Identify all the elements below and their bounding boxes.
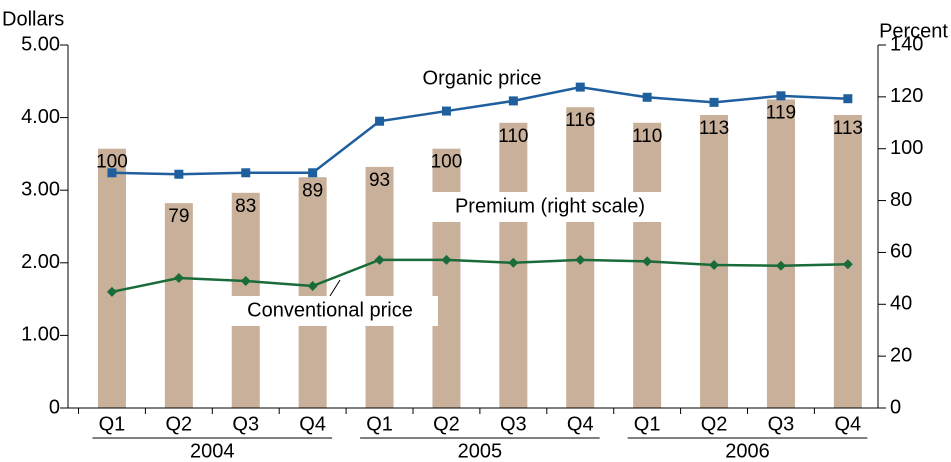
x-tick-label: Q1: [634, 413, 661, 435]
y2-tick-label: 40: [890, 293, 912, 315]
data-label: 110: [498, 126, 528, 147]
y2-axis-title: Percent: [879, 20, 948, 42]
bar: [432, 148, 461, 408]
marker: [240, 275, 251, 286]
bar: [766, 99, 795, 408]
data-label: 119: [766, 102, 796, 123]
x-tick-label: Q2: [433, 413, 460, 435]
y-axis-title: Dollars: [2, 8, 64, 30]
marker: [375, 116, 385, 126]
marker: [709, 259, 720, 270]
bar: [164, 203, 193, 408]
group-label: 2006: [725, 440, 770, 462]
marker: [106, 286, 117, 297]
x-tick-label: Q1: [366, 413, 393, 435]
leader-line: [329, 279, 341, 297]
y-tick-label: 2.00: [21, 251, 60, 273]
y2-tick-label: 60: [890, 241, 912, 263]
x-tick-label: Q2: [166, 413, 193, 435]
data-label: 79: [168, 206, 189, 227]
x-tick-label: Q2: [701, 413, 728, 435]
y2-tick-label: 100: [890, 137, 923, 159]
data-label: 116: [565, 110, 595, 131]
marker: [441, 106, 451, 116]
marker: [174, 169, 184, 179]
marker: [307, 281, 318, 292]
series-label: Conventional price: [247, 299, 413, 321]
marker: [374, 254, 385, 265]
data-label: 113: [699, 118, 729, 139]
y-tick-label: 5.00: [21, 33, 60, 55]
data-label: 113: [833, 118, 863, 139]
x-tick-label: Q1: [99, 413, 126, 435]
line: [111, 85, 848, 176]
marker: [308, 168, 318, 178]
data-label: 89: [302, 180, 323, 201]
marker: [508, 96, 518, 106]
x-tick-label: Q4: [299, 413, 326, 435]
series-label: Premium (right scale): [455, 195, 645, 217]
label-box: [432, 192, 670, 222]
marker: [775, 260, 786, 271]
marker: [709, 97, 719, 107]
y2-tick-label: 80: [890, 189, 912, 211]
data-label: 100: [431, 152, 463, 173]
marker: [642, 92, 652, 102]
marker: [575, 254, 586, 265]
y2-tick-label: 0: [890, 396, 901, 418]
marker: [642, 256, 653, 267]
x-tick-label: Q3: [232, 413, 259, 435]
marker: [508, 257, 519, 268]
bar: [365, 166, 394, 408]
data-label: 93: [369, 170, 390, 191]
group-label: 2004: [190, 440, 235, 462]
marker: [107, 168, 117, 178]
line: [111, 258, 848, 294]
y2-tick-label: 140: [890, 33, 923, 55]
data-label: 110: [632, 126, 662, 147]
data-label: 83: [235, 196, 256, 217]
marker: [441, 254, 452, 265]
y-tick-label: 3.00: [21, 178, 60, 200]
y-tick-label: 4.00: [21, 106, 60, 128]
marker: [173, 273, 184, 284]
marker: [241, 168, 251, 178]
marker: [842, 259, 853, 270]
bar: [97, 148, 126, 408]
x-tick-label: Q3: [500, 413, 527, 435]
x-tick-label: Q4: [835, 413, 862, 435]
series-label: Organic price: [423, 67, 542, 89]
x-tick-label: Q3: [768, 413, 795, 435]
y-tick-label: 1.00: [21, 324, 60, 346]
group-label: 2005: [458, 440, 503, 462]
y-tick-label: 0: [49, 396, 60, 418]
data-label: 100: [96, 152, 128, 173]
marker: [843, 94, 853, 104]
y2-tick-label: 20: [890, 344, 912, 366]
marker: [575, 82, 585, 92]
x-tick-label: Q4: [567, 413, 594, 435]
y2-tick-label: 120: [890, 85, 923, 107]
label-box: [222, 296, 438, 326]
marker: [776, 91, 786, 101]
bar: [298, 177, 327, 408]
